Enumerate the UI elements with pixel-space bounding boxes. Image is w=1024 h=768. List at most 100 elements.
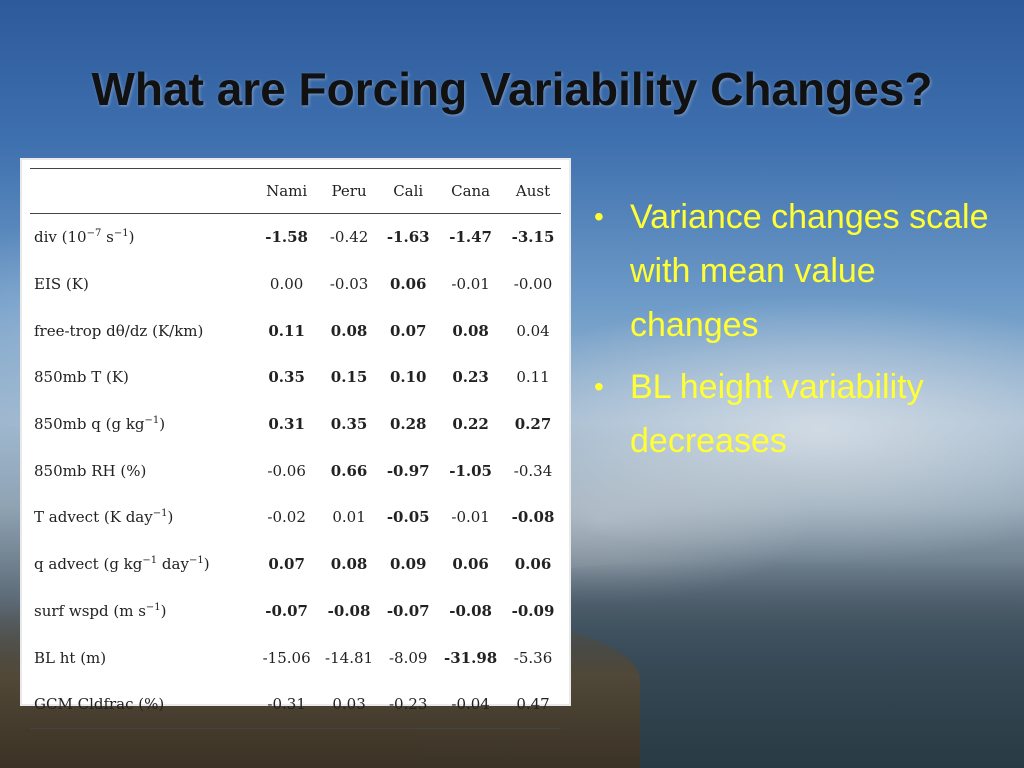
table-cell: -0.06 [267,461,306,480]
row-label: EIS (K) [30,261,255,308]
table-cell: 0.28 [389,415,427,434]
table-cell: -0.34 [513,461,553,480]
table-cell: -0.04 [436,680,506,729]
column-header-nami: Nami [255,168,318,214]
table-cell: -1.63 [386,228,430,247]
row-label-text: 850mb q (g kg [34,415,145,434]
row-label: 850mb RH (%) [30,447,255,494]
table-cell: -5.36 [513,648,553,667]
bullet-text: BL height variability decreases [630,368,924,460]
table-cell: 0.22 [452,415,489,434]
bullet-item: • BL height variability decreases [590,360,1010,468]
table-cell: -1.47 [449,228,492,247]
row-label-text: ) [159,415,166,434]
table-row: 850mb RH (%) -0.06 0.66 -0.97 -1.05 -0.34 [30,447,561,494]
row-label-text: ) [203,555,210,574]
row-label: BL ht (m) [30,634,255,681]
row-label-superscript: −1 [142,555,158,567]
table-cell: -0.09 [511,601,555,620]
table-cell: 0.31 [268,415,305,434]
row-label: q advect (g kg−1 day−1) [30,541,255,588]
row-label-text: q advect (g kg [34,555,143,574]
column-header-label [30,168,256,214]
table-cell: -0.01 [451,508,490,527]
table-cell: 0.27 [514,415,552,434]
table-cell: 0.00 [269,275,304,294]
table-cell: 0.08 [330,555,368,574]
table-row: T advect (K day−1) -0.02 0.01 -0.05 -0.01 -0.… [30,494,561,541]
row-label-text: 850mb T (K) [34,368,129,387]
table-cell: 0.15 [330,368,368,387]
table-cell: -0.08 [449,601,492,620]
row-label-text: BL ht (m) [34,648,107,667]
table-row: free-trop dθ/dz (K/km) 0.11 0.08 0.07 0.08 0.… [30,307,561,354]
table-cell: 0.03 [317,680,381,729]
table-row: BL ht (m) -15.06 -14.81 -8.09 -31.98 -5.36 [30,634,561,681]
table-cell: 0.35 [268,368,305,387]
bullet-dot-icon: • [594,371,604,402]
table-cell: 0.08 [452,321,489,340]
row-label-text: div (10 [34,228,87,247]
table-row: div (10−7 s−1) -1.58 -0.42 -1.63 -1.47 -3.15 [30,214,561,261]
row-label-text: day [157,555,189,574]
table-cell: -8.09 [388,648,428,667]
table-cell: -0.05 [386,508,430,527]
table-cell: -3.15 [511,228,555,247]
row-label-text: free-trop dθ/dz (K/km) [34,321,204,340]
table-cell: -1.05 [449,461,492,480]
bullet-item: • Variance changes scale with mean value… [590,190,1010,352]
table-cell: -0.02 [267,508,306,527]
table-cell: -0.07 [265,601,308,620]
column-header-aust: Aust [505,168,561,214]
forcing-table-panel: Nami Peru Cali Cana Aust div (10−7 s−1) -… [20,158,571,729]
table-cell: 0.66 [330,461,368,480]
table-cell: 0.06 [389,275,427,294]
table-cell: 0.06 [514,555,552,574]
table-cell: 0.10 [389,368,427,387]
table-cell: -0.08 [511,508,555,527]
row-label: GCM Cldfrac (%) [30,680,256,729]
row-label: free-trop dθ/dz (K/km) [30,307,255,354]
row-label-superscript: −7 [86,228,102,240]
table-cell: -0.31 [255,680,318,729]
column-header-peru: Peru [317,168,381,214]
row-label: T advect (K day−1) [30,494,255,541]
table-row: EIS (K) 0.00 -0.03 0.06 -0.01 -0.00 [30,261,561,308]
row-label-text: ) [160,601,167,620]
row-label-superscript: −1 [188,555,204,567]
table-cell: 0.35 [330,415,368,434]
row-label-text: ) [128,228,135,247]
table-cell: 0.08 [330,321,368,340]
table-header-row: Nami Peru Cali Cana Aust [30,168,561,214]
row-label: 850mb T (K) [30,354,255,401]
row-label-text: ) [167,508,174,527]
row-label-text: T advect (K day [34,508,153,527]
table-cell: -14.81 [325,648,374,667]
table-row: 850mb q (g kg−1) 0.31 0.35 0.28 0.22 0.27 [30,401,561,448]
table-cell: 0.07 [389,321,427,340]
table-cell: 0.04 [516,321,550,340]
table-row: q advect (g kg−1 day−1) 0.07 0.08 0.09 0.06 0… [30,541,561,588]
bullet-text: Variance changes scale with mean value c… [630,198,989,344]
bullet-dot-icon: • [594,201,604,232]
row-label-text: GCM Cldfrac (%) [34,695,165,714]
table-cell: -0.07 [386,601,430,620]
column-header-cana: Cana [436,168,506,214]
column-header-cali: Cali [380,168,437,214]
table-cell: 0.11 [516,368,550,387]
row-label: surf wspd (m s−1) [30,588,255,635]
table-cell: -31.98 [444,648,498,667]
row-label-text: 850mb RH (%) [34,461,147,480]
table-cell: -0.00 [513,275,553,294]
row-label-superscript: −1 [144,415,160,427]
table-cell: -0.01 [451,275,490,294]
bullet-list: • Variance changes scale with mean value… [590,190,1010,476]
forcing-variability-table: Nami Peru Cali Cana Aust div (10−7 s−1) -… [30,168,561,729]
table-cell: -0.03 [329,275,369,294]
table-row: GCM Cldfrac (%) -0.31 0.03 -0.23 -0.04 0.47 [30,680,561,729]
table-cell: -0.08 [327,601,371,620]
table-row: 850mb T (K) 0.35 0.15 0.10 0.23 0.11 [30,354,561,401]
slide-title: What are Forcing Variability Changes? [91,63,933,115]
table-cell: 0.23 [452,368,489,387]
row-label-superscript: −1 [152,508,168,520]
